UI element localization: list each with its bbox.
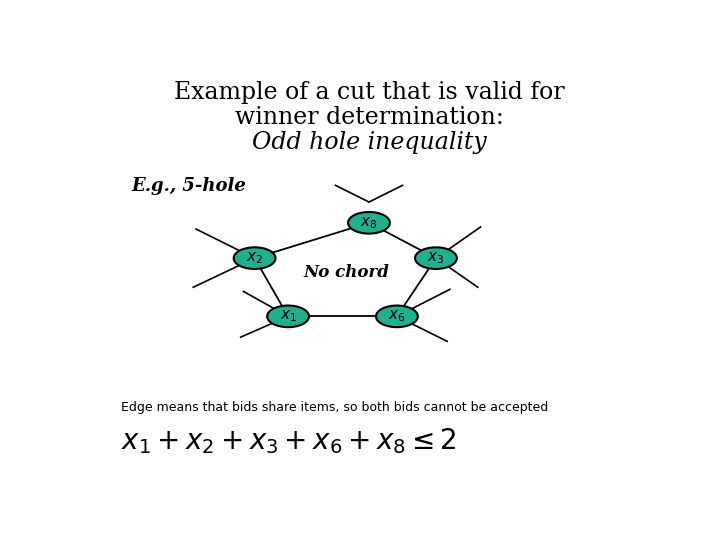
Text: winner determination:: winner determination: xyxy=(235,106,503,130)
Text: Edge means that bids share items, so both bids cannot be accepted: Edge means that bids share items, so bot… xyxy=(121,401,548,414)
Text: Odd hole inequality: Odd hole inequality xyxy=(251,131,487,154)
Ellipse shape xyxy=(415,247,457,269)
Ellipse shape xyxy=(267,306,309,327)
Text: $x_2$: $x_2$ xyxy=(246,251,263,266)
Text: $x_1$: $x_1$ xyxy=(279,308,297,324)
Text: $x_8$: $x_8$ xyxy=(360,215,378,231)
Text: $x_3$: $x_3$ xyxy=(427,251,445,266)
Ellipse shape xyxy=(376,306,418,327)
Text: E.g., 5-hole: E.g., 5-hole xyxy=(132,177,247,195)
Ellipse shape xyxy=(234,247,276,269)
Text: No chord: No chord xyxy=(304,264,390,281)
Text: $x_1 + x_2 + x_3 + x_6 + x_8 \leq 2$: $x_1 + x_2 + x_3 + x_6 + x_8 \leq 2$ xyxy=(121,426,456,456)
Ellipse shape xyxy=(348,212,390,234)
Text: Example of a cut that is valid for: Example of a cut that is valid for xyxy=(174,82,564,104)
Text: $x_6$: $x_6$ xyxy=(388,308,405,324)
